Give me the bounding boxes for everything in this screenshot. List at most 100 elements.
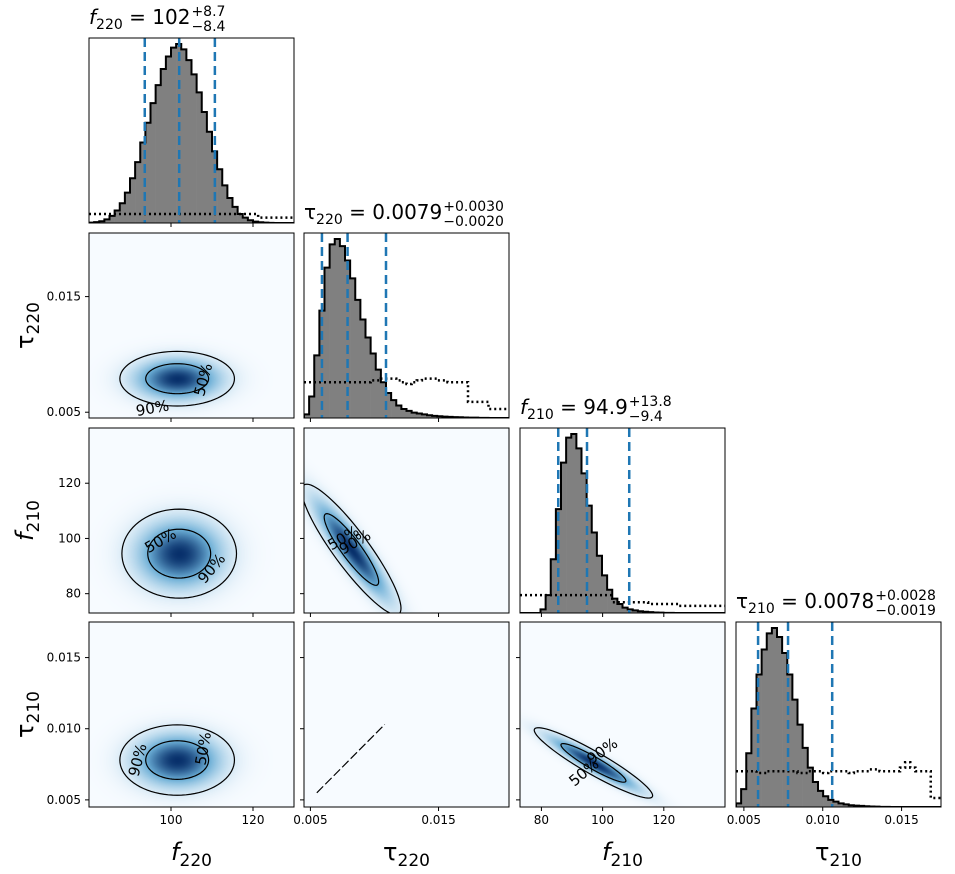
hist-bar bbox=[365, 337, 371, 418]
hist-bar bbox=[576, 448, 582, 613]
hist-bar bbox=[304, 414, 310, 418]
degenerate-contour bbox=[316, 724, 386, 794]
x-tick-label: 0.015 bbox=[884, 813, 918, 827]
title-minus-error: −8.4 bbox=[191, 19, 225, 35]
hist-bar bbox=[196, 92, 203, 223]
density-image bbox=[520, 622, 725, 807]
hist-bar bbox=[602, 575, 608, 613]
hist-bar bbox=[160, 69, 167, 223]
y-axis-label: f210 bbox=[11, 500, 44, 541]
hist-bar bbox=[401, 409, 407, 418]
hist-bar bbox=[242, 217, 249, 223]
hist-bar bbox=[217, 169, 223, 223]
panel-f220-vs-tau220: 90%50% bbox=[88, 232, 295, 420]
contour-label: 90% bbox=[134, 396, 170, 420]
hist-bar bbox=[212, 151, 218, 223]
hist-bar bbox=[114, 210, 121, 223]
contour-50 bbox=[145, 740, 210, 780]
panel-hist-f220: f220 = 102 +8.7−8.4 bbox=[88, 4, 295, 224]
hist-bar bbox=[766, 633, 773, 807]
density-background bbox=[304, 622, 509, 807]
title-plus-error: +0.0028 bbox=[875, 588, 936, 604]
panel-hist-tau210: τ210 = 0.0078 +0.0028−0.0019 bbox=[735, 588, 942, 808]
hist-bar bbox=[797, 724, 803, 807]
hist-bar bbox=[596, 555, 603, 613]
hist-bar bbox=[751, 708, 757, 807]
x-tick-label: 120 bbox=[652, 813, 675, 827]
contour-50 bbox=[147, 528, 212, 579]
hist-bar bbox=[360, 319, 366, 418]
hist-bar bbox=[309, 396, 315, 418]
x-tick-label: 120 bbox=[242, 813, 265, 827]
density-image bbox=[89, 428, 294, 613]
hist-bar bbox=[581, 473, 587, 613]
axes-frame bbox=[88, 621, 295, 808]
contour-50 bbox=[560, 742, 627, 783]
contour-90 bbox=[119, 724, 236, 796]
hist-bar bbox=[222, 185, 228, 223]
axes-frame bbox=[519, 427, 726, 614]
prior-line bbox=[520, 593, 725, 608]
title-plus-error: +0.0030 bbox=[443, 199, 504, 215]
hist-bar bbox=[787, 674, 793, 807]
hist-bar bbox=[145, 122, 151, 223]
hist-bar bbox=[334, 239, 341, 418]
x-tick-label: 100 bbox=[160, 813, 183, 827]
prior-line bbox=[89, 212, 294, 219]
x-tick-label: 80 bbox=[534, 813, 549, 827]
hist-bar bbox=[186, 60, 192, 223]
hist-bar bbox=[380, 382, 387, 418]
panel-f220-vs-f210: 50%90% bbox=[88, 427, 295, 614]
hist-bar bbox=[823, 796, 829, 807]
hist-bar bbox=[386, 392, 392, 418]
hist-bar bbox=[406, 410, 412, 418]
y-tick-label: 0.005 bbox=[47, 793, 81, 807]
x-axis-label: τ210 bbox=[815, 838, 862, 871]
hist-bar bbox=[350, 278, 356, 418]
hist-bar bbox=[109, 215, 115, 223]
hist-bar bbox=[191, 74, 197, 223]
hist-bar bbox=[607, 589, 613, 613]
contour-90 bbox=[119, 350, 236, 407]
panel-f210-vs-tau210: 90%50% bbox=[519, 621, 726, 808]
hist-bar bbox=[416, 413, 423, 418]
axes-frame bbox=[735, 621, 942, 808]
hist-bar bbox=[176, 44, 182, 223]
title-plus-error: +13.8 bbox=[629, 394, 672, 410]
hist-bar bbox=[586, 505, 593, 613]
hist-bar bbox=[802, 747, 809, 807]
axes-frame bbox=[88, 37, 295, 224]
y-tick-label: 0.015 bbox=[47, 290, 81, 304]
hist-bar bbox=[591, 532, 598, 613]
hist-bar bbox=[314, 355, 320, 418]
hist-bar bbox=[843, 804, 850, 807]
contour-label: 50% bbox=[192, 731, 216, 767]
title-minus-error: −0.0019 bbox=[875, 603, 936, 619]
x-axis-label: τ220 bbox=[383, 838, 430, 871]
hist-bar bbox=[632, 610, 639, 613]
hist-bar bbox=[566, 437, 572, 613]
axes-frame bbox=[88, 427, 295, 614]
contour-90 bbox=[121, 508, 238, 599]
panel-title: f220 = 102 bbox=[89, 5, 190, 33]
hist-bar bbox=[761, 649, 768, 807]
panel-title: f210 = 94.9 bbox=[520, 395, 628, 423]
y-axis-label: τ220 bbox=[11, 302, 44, 349]
contour-90 bbox=[533, 727, 654, 799]
panel-title: τ210 = 0.0078 bbox=[736, 589, 874, 617]
x-tick-label: 0.005 bbox=[727, 813, 761, 827]
y-tick-label: 0.005 bbox=[47, 405, 81, 419]
hist-bar bbox=[206, 131, 213, 223]
hist-bar bbox=[370, 353, 377, 418]
density-image bbox=[89, 622, 294, 807]
axes-frame bbox=[303, 621, 510, 808]
hist-bar bbox=[792, 699, 798, 807]
x-tick-label: 100 bbox=[591, 813, 614, 827]
hist-bar bbox=[540, 609, 546, 613]
hist-bar bbox=[227, 197, 233, 223]
hist-bar bbox=[612, 598, 618, 613]
x-tick-label: 0.005 bbox=[293, 813, 327, 827]
hist-bar bbox=[324, 267, 330, 418]
hist-bar bbox=[782, 653, 788, 807]
